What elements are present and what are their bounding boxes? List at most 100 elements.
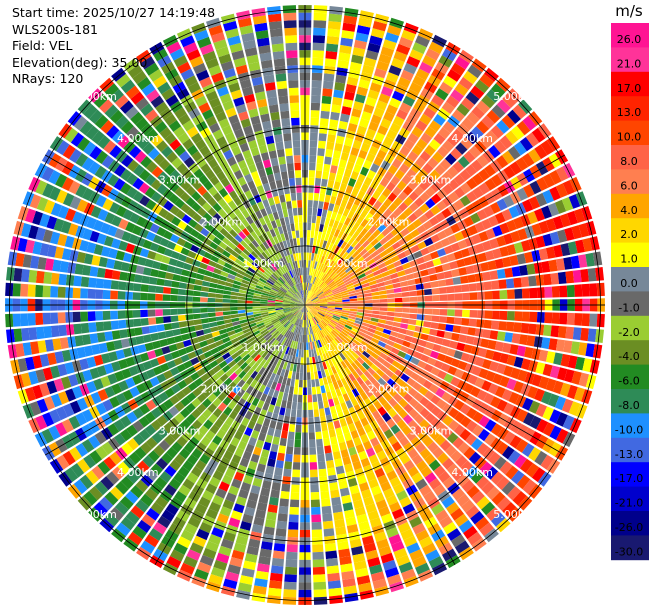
- gate-cell: [165, 272, 174, 280]
- gate-cell: [209, 360, 219, 369]
- gate-cell: [260, 308, 268, 311]
- gate-cell: [536, 177, 549, 191]
- gate-cell: [297, 311, 302, 319]
- gate-cell: [196, 403, 207, 414]
- gate-cell: [368, 324, 377, 330]
- gate-cell: [169, 138, 182, 151]
- gate-cell: [379, 250, 388, 258]
- gate-cell: [337, 472, 347, 482]
- gate-cell: [372, 299, 380, 303]
- gate-cell: [364, 269, 373, 276]
- gate-cell: [17, 206, 29, 221]
- gate-cell: [433, 133, 446, 145]
- gate-cell: [282, 178, 289, 187]
- gate-cell: [222, 499, 235, 510]
- gate-cell: [502, 502, 517, 517]
- gate-cell: [360, 218, 369, 228]
- gate-cell: [513, 141, 527, 156]
- gate-cell: [215, 311, 224, 317]
- gate-cell: [328, 218, 335, 228]
- gate-cell: [429, 274, 438, 282]
- gate-cell: [298, 283, 302, 291]
- gate-cell: [203, 251, 213, 260]
- gate-cell: [424, 314, 433, 322]
- gate-cell: [333, 204, 340, 213]
- gate-cell: [127, 438, 139, 451]
- gate-cell: [352, 325, 361, 331]
- gate-cell: [481, 218, 492, 230]
- gate-cell: [360, 373, 368, 383]
- gate-cell: [457, 239, 468, 250]
- gate-cell: [548, 338, 558, 351]
- gate-cell: [445, 153, 457, 165]
- gate-cell: [420, 132, 433, 144]
- gate-cell: [306, 312, 309, 320]
- gate-cell: [265, 230, 273, 239]
- gate-cell: [547, 202, 560, 217]
- gate-cell: [206, 265, 215, 273]
- gate-cell: [298, 305, 305, 309]
- gate-cell: [385, 284, 394, 290]
- gate-cell: [349, 301, 358, 304]
- gate-cell: [503, 194, 515, 208]
- gate-cell: [308, 275, 311, 283]
- gate-cell: [476, 209, 488, 221]
- gate-cell: [483, 319, 492, 329]
- gate-cell: [322, 274, 328, 282]
- gate-cell: [197, 561, 212, 574]
- gate-cell: [10, 359, 21, 374]
- gate-cell: [393, 197, 403, 207]
- ring-label: 2.00km: [201, 215, 243, 228]
- gate-cell: [242, 328, 251, 334]
- gate-cell: [222, 294, 231, 299]
- gate-cell: [145, 468, 159, 482]
- gate-cell: [392, 186, 402, 197]
- gate-cell: [398, 561, 413, 574]
- gate-cell: [205, 169, 216, 180]
- gate-cell: [358, 149, 368, 160]
- gate-cell: [286, 291, 294, 297]
- gate-cell: [445, 445, 457, 457]
- gate-cell: [297, 319, 301, 327]
- gate-cell: [174, 453, 186, 466]
- gate-cell: [347, 477, 358, 488]
- gate-cell: [207, 207, 217, 217]
- gate-cell: [357, 273, 366, 279]
- gate-cell: [549, 409, 561, 424]
- gate-cell: [213, 39, 228, 51]
- gate-cell: [282, 299, 291, 303]
- gate-cell: [298, 300, 305, 305]
- gate-cell: [243, 125, 254, 136]
- gate-cell: [553, 244, 563, 258]
- gate-cell: [396, 222, 406, 232]
- gate-cell: [414, 402, 425, 413]
- gate-cell: [216, 463, 227, 474]
- gate-cell: [20, 223, 32, 238]
- gate-cell: [295, 253, 299, 261]
- gate-cell: [416, 376, 427, 386]
- gate-cell: [125, 106, 139, 120]
- gate-cell: [313, 200, 319, 209]
- gate-cell: [227, 210, 237, 220]
- gate-cell: [28, 269, 38, 283]
- gate-cell: [145, 161, 158, 173]
- gate-cell: [277, 277, 285, 285]
- gate-cell: [450, 242, 461, 252]
- gate-cell: [294, 341, 298, 350]
- gate-cell: [180, 180, 191, 191]
- gate-cell: [352, 370, 360, 379]
- gate-cell: [158, 439, 171, 452]
- gate-cell: [281, 285, 288, 292]
- gate-cell: [339, 418, 348, 428]
- gate-cell: [413, 208, 424, 218]
- gate-cell: [320, 255, 325, 264]
- gate-cell: [360, 457, 371, 468]
- gate-cell: [340, 377, 348, 387]
- gate-cell: [271, 119, 281, 128]
- gate-cell: [338, 321, 346, 327]
- gate-cell: [201, 318, 210, 324]
- gate-cell: [321, 369, 326, 378]
- gate-cell: [209, 175, 220, 186]
- gate-cell: [313, 277, 318, 285]
- colorbar-tick: -17.0: [615, 472, 643, 485]
